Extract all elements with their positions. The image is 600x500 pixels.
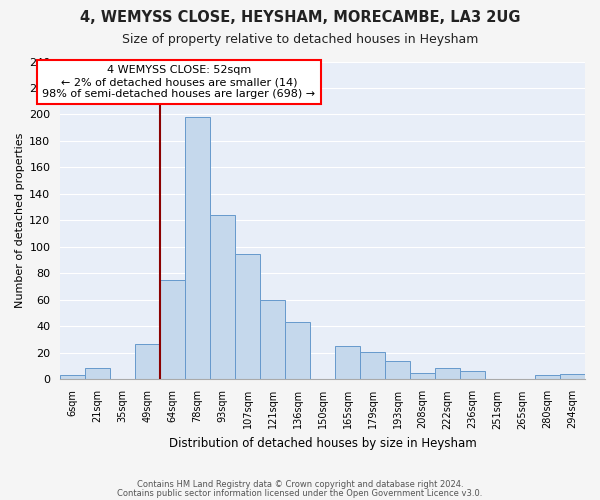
Bar bbox=[135, 344, 160, 380]
Text: Size of property relative to detached houses in Heysham: Size of property relative to detached ho… bbox=[122, 32, 478, 46]
Bar bbox=[560, 374, 585, 380]
Y-axis label: Number of detached properties: Number of detached properties bbox=[15, 133, 25, 308]
Text: 4, WEMYSS CLOSE, HEYSHAM, MORECAMBE, LA3 2UG: 4, WEMYSS CLOSE, HEYSHAM, MORECAMBE, LA3… bbox=[80, 10, 520, 25]
Bar bbox=[85, 368, 110, 380]
Bar bbox=[460, 372, 485, 380]
Bar bbox=[260, 300, 285, 380]
Bar bbox=[435, 368, 460, 380]
Bar bbox=[335, 346, 360, 380]
Bar bbox=[285, 322, 310, 380]
X-axis label: Distribution of detached houses by size in Heysham: Distribution of detached houses by size … bbox=[169, 437, 476, 450]
Bar bbox=[160, 280, 185, 380]
Text: Contains public sector information licensed under the Open Government Licence v3: Contains public sector information licen… bbox=[118, 488, 482, 498]
Bar bbox=[185, 117, 210, 380]
Bar bbox=[535, 376, 560, 380]
Bar bbox=[360, 352, 385, 380]
Bar bbox=[410, 373, 435, 380]
Text: 4 WEMYSS CLOSE: 52sqm
← 2% of detached houses are smaller (14)
98% of semi-detac: 4 WEMYSS CLOSE: 52sqm ← 2% of detached h… bbox=[42, 66, 316, 98]
Bar bbox=[235, 254, 260, 380]
Bar bbox=[60, 376, 85, 380]
Bar bbox=[210, 215, 235, 380]
Bar bbox=[385, 361, 410, 380]
Text: Contains HM Land Registry data © Crown copyright and database right 2024.: Contains HM Land Registry data © Crown c… bbox=[137, 480, 463, 489]
